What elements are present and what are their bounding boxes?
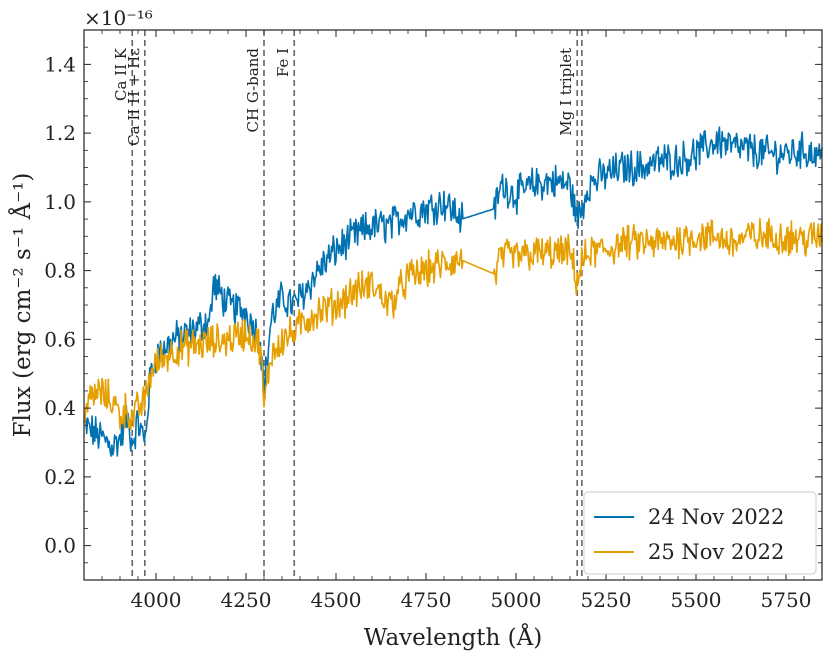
- x-tick-label: 5750: [761, 588, 812, 612]
- reference-lines: Ca II KCa II H + Hε CH G-band Fe I Mg I tri…: [112, 30, 583, 580]
- plot-area: [84, 30, 822, 580]
- y-tick-label: 1.0: [44, 190, 76, 214]
- legend-box: [583, 491, 817, 575]
- series-layer: [83, 126, 823, 457]
- x-tick-label: 5500: [671, 588, 722, 612]
- series-line-1: [83, 126, 823, 457]
- x-tick-label: 4250: [221, 588, 272, 612]
- x-tick-label: 5000: [491, 588, 542, 612]
- reference-line-label: Mg I triplet: [557, 48, 575, 136]
- y-tick-label: 0.8: [44, 259, 76, 283]
- reference-line-label: CH G-band: [244, 48, 262, 133]
- y-tick-label: 0.6: [44, 327, 76, 351]
- reference-line-label: Ca II H + Hε: [125, 48, 143, 146]
- x-axis-title: Wavelength (Å): [364, 623, 542, 651]
- x-tick-label: 4500: [311, 588, 362, 612]
- y-tick-label: 1.4: [44, 52, 76, 76]
- x-tick-label: 5250: [581, 588, 632, 612]
- ticks-layer: 4000 4250 4500 4750 5000 5250 5500 5750 0.0 0.2 0.…: [44, 30, 823, 612]
- y-tick-label: 0.0: [44, 534, 76, 558]
- legend: 24 Nov 2022 25 Nov 2022: [583, 491, 817, 575]
- plot-frame: [83, 29, 823, 581]
- reference-line-label: Ca II K: [112, 47, 130, 101]
- y-tick-label: 0.2: [44, 465, 76, 489]
- x-tick-label: 4750: [401, 588, 452, 612]
- y-tick-label: 1.2: [44, 121, 76, 145]
- reference-line-label: Fe I: [274, 48, 292, 77]
- y-multiplier: ×10⁻¹⁶: [84, 6, 153, 30]
- y-axis-title: Flux (erg cm⁻² s⁻¹ Å⁻¹): [8, 173, 36, 438]
- series-line-2: [83, 218, 823, 431]
- legend-label: 24 Nov 2022: [648, 505, 784, 529]
- legend-label: 25 Nov 2022: [648, 540, 784, 564]
- x-tick-label: 4000: [131, 588, 182, 612]
- y-tick-label: 0.4: [44, 396, 76, 420]
